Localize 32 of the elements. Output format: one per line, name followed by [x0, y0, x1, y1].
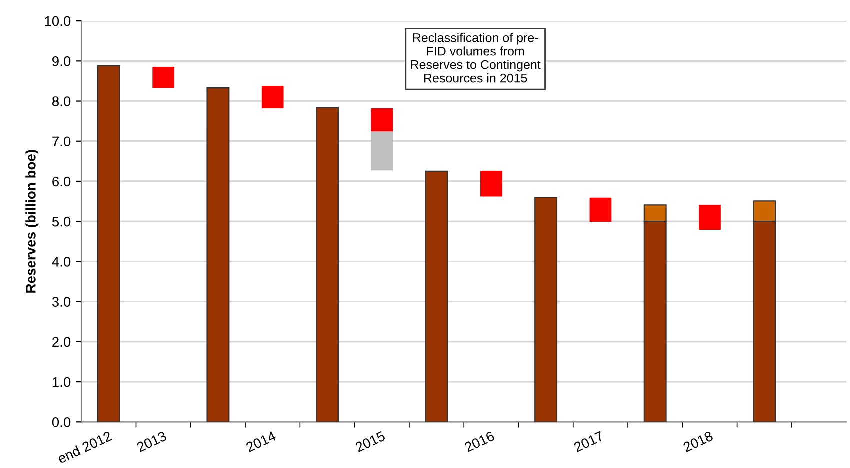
y-tick-label: 1.0	[52, 377, 71, 388]
x-tick-label: 2016	[464, 431, 496, 452]
bar	[371, 132, 394, 171]
bar	[97, 65, 120, 422]
bar	[316, 107, 339, 422]
y-tick-label: 8.0	[52, 96, 71, 106]
y-tick-label: 5.0	[52, 216, 71, 227]
y-tick-label: 4.0	[52, 257, 71, 267]
annotation: Reclassification of pre- FID volumes from Reserves to Contingent Resources in 2015	[411, 33, 541, 83]
bar	[425, 170, 448, 422]
y-tick-label: 2.0	[52, 337, 71, 348]
x-tick-label: end 2012	[56, 430, 113, 464]
bar	[152, 67, 174, 88]
y-tick-label: 6.0	[52, 176, 71, 187]
y-axis-title: Reserves (billion boe)	[26, 150, 39, 293]
bar	[206, 87, 230, 422]
x-tick-label: 2018	[682, 431, 714, 452]
bar	[480, 171, 502, 197]
y-tick-label: 7.0	[52, 136, 71, 147]
bar	[534, 196, 558, 422]
y-tick-label: 9.0	[52, 56, 71, 66]
y-tick-label: 10.0	[45, 16, 71, 26]
x-tick-label: 2013	[136, 431, 168, 452]
bar	[262, 86, 284, 108]
x-tick-label: 2014	[246, 430, 277, 452]
bar	[590, 198, 612, 222]
bar	[699, 205, 721, 230]
x-tick-label: 2017	[573, 431, 604, 452]
bar	[371, 108, 394, 132]
y-tick-label: 3.0	[52, 297, 71, 307]
x-tick-label: 2015	[354, 431, 386, 452]
y-tick-label: 0.0	[52, 417, 71, 428]
